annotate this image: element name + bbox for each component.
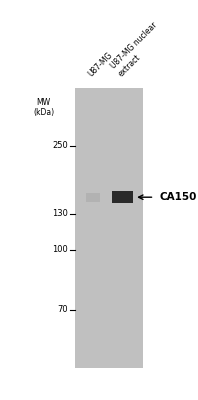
Text: 70: 70 [57,306,68,314]
Text: 100: 100 [52,246,68,254]
Text: U87-MG nuclear
extract: U87-MG nuclear extract [109,21,166,78]
Text: 130: 130 [52,210,68,218]
Bar [112,191,133,203]
Bar [86,193,100,202]
Text: U87-MG: U87-MG [86,50,114,78]
Text: MW
(kDa): MW (kDa) [33,98,54,118]
Bar [75,88,143,368]
Text: CA150: CA150 [159,192,197,202]
Text: 250: 250 [52,142,68,150]
